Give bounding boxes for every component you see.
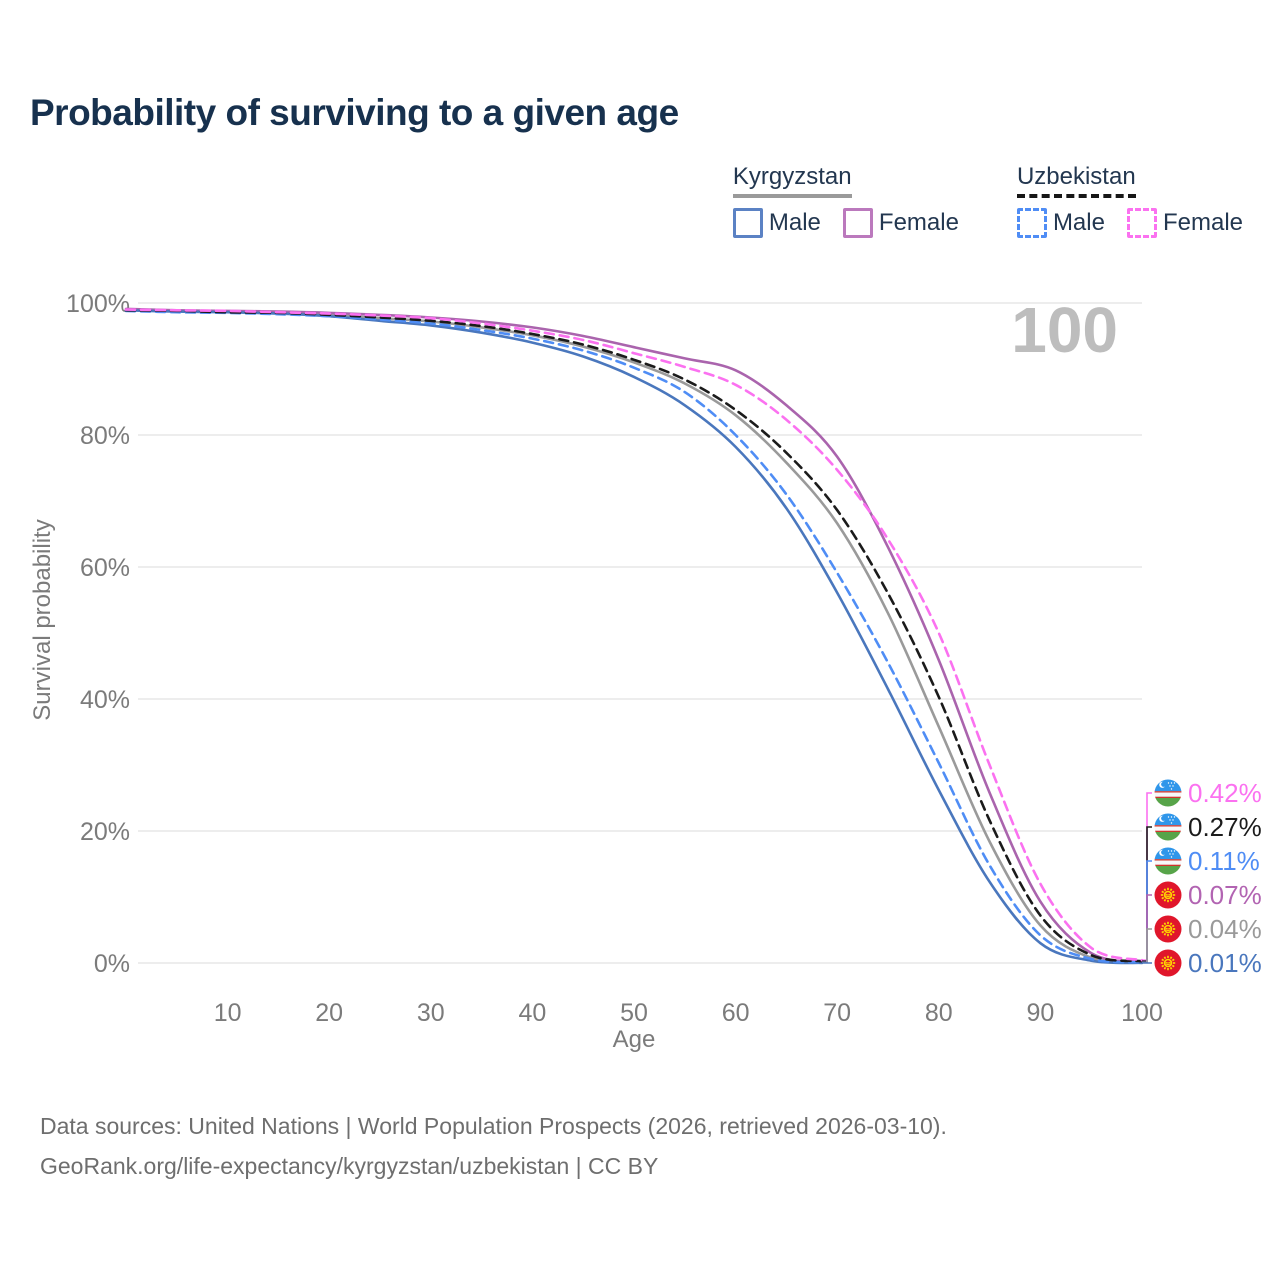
legend-item-label: Male: [1052, 209, 1105, 236]
legend-group-kyrgyzstan: Kyrgyzstan Male Female: [732, 163, 959, 238]
uzbekistan-male-swatch-icon: [1016, 208, 1047, 238]
end-label-value: 0.27%: [1188, 811, 1262, 842]
chart-plot-area[interactable]: [126, 303, 1142, 963]
kyrgyzstan-male-swatch-icon: [732, 208, 763, 238]
legend-items-kyrgyzstan: Male Female: [732, 208, 959, 238]
kyrgyzstan-female-swatch-icon: [842, 208, 873, 238]
legend-group-uzbekistan: Uzbekistan Male Female: [1016, 163, 1243, 238]
end-label-row-kyrgyzstan-both: 0.04%: [1154, 912, 1262, 946]
x-axis-title: Age: [612, 1026, 656, 1053]
end-label-value: 0.04%: [1188, 913, 1262, 944]
legend-item-uzbekistan-female[interactable]: Female: [1126, 208, 1243, 238]
x-tick-label: 80: [925, 999, 953, 1027]
legend: Kyrgyzstan Male Female Uzbekistan Male: [732, 163, 1243, 238]
end-label-row-uzbekistan-female: 0.42%: [1154, 776, 1262, 810]
x-tick-label: 60: [722, 999, 750, 1027]
chart-title: Probability of surviving to a given age: [30, 92, 679, 133]
legend-item-kyrgyzstan-male[interactable]: Male: [732, 208, 821, 238]
curve-uzbekistan-female: [124, 308, 1144, 962]
footer-attribution-link[interactable]: GeoRank.org/life-expectancy/kyrgyzstan/u…: [40, 1153, 659, 1179]
hover-age-indicator: 100: [1011, 294, 1118, 366]
end-label-value: 0.42%: [1188, 777, 1262, 808]
x-tick-label: 70: [823, 999, 851, 1027]
x-tick-label: 30: [417, 999, 445, 1027]
legend-item-kyrgyzstan-female[interactable]: Female: [842, 208, 959, 238]
y-tick-label: 60%: [80, 554, 130, 582]
y-tick-label: 20%: [80, 818, 130, 846]
legend-country-uzbekistan[interactable]: Uzbekistan: [1016, 163, 1136, 198]
legend-item-label: Female: [878, 209, 959, 236]
legend-item-label: Male: [768, 209, 821, 236]
end-label-row-kyrgyzstan-male: 0.01%: [1154, 946, 1262, 980]
legend-country-kyrgyzstan[interactable]: Kyrgyzstan: [732, 163, 852, 198]
legend-item-label: Female: [1162, 209, 1243, 236]
x-tick-label: 50: [620, 999, 648, 1027]
uzbekistan-flag-icon: [1154, 813, 1182, 841]
uzbekistan-flag-icon: [1154, 779, 1182, 807]
uzbekistan-flag-icon: [1154, 847, 1182, 875]
y-tick-label: 100%: [66, 290, 130, 318]
kyrgyzstan-flag-icon: [1154, 915, 1182, 943]
y-axis-title: Survival probability: [29, 519, 56, 721]
y-tick-label: 80%: [80, 422, 130, 450]
end-label-row-kyrgyzstan-female: 0.07%: [1154, 878, 1262, 912]
end-label-value: 0.07%: [1188, 879, 1262, 910]
x-tick-label: 40: [518, 999, 546, 1027]
kyrgyzstan-flag-icon: [1154, 881, 1182, 909]
y-tick-label: 40%: [80, 686, 130, 714]
end-label-value: 0.01%: [1188, 947, 1262, 978]
footer-data-sources: Data sources: United Nations | World Pop…: [40, 1113, 947, 1139]
end-label-row-uzbekistan-male: 0.11%: [1154, 844, 1260, 878]
curve-uzbekistan-male: [124, 309, 1144, 964]
legend-item-uzbekistan-male[interactable]: Male: [1016, 208, 1105, 238]
x-tick-label: 20: [315, 999, 343, 1027]
end-label-connector: [1142, 928, 1152, 964]
footer: Data sources: United Nations | World Pop…: [40, 1106, 947, 1186]
end-label-value: 0.11%: [1188, 845, 1260, 876]
legend-items-uzbekistan: Male Female: [1016, 208, 1243, 238]
y-tick-label: 0%: [94, 950, 130, 978]
x-tick-label: 90: [1026, 999, 1054, 1027]
kyrgyzstan-flag-icon: [1154, 949, 1182, 977]
x-tick-label: 100: [1121, 999, 1163, 1027]
x-tick-label: 10: [214, 999, 242, 1027]
uzbekistan-female-swatch-icon: [1126, 208, 1157, 238]
end-label-row-uzbekistan-both: 0.27%: [1154, 810, 1262, 844]
